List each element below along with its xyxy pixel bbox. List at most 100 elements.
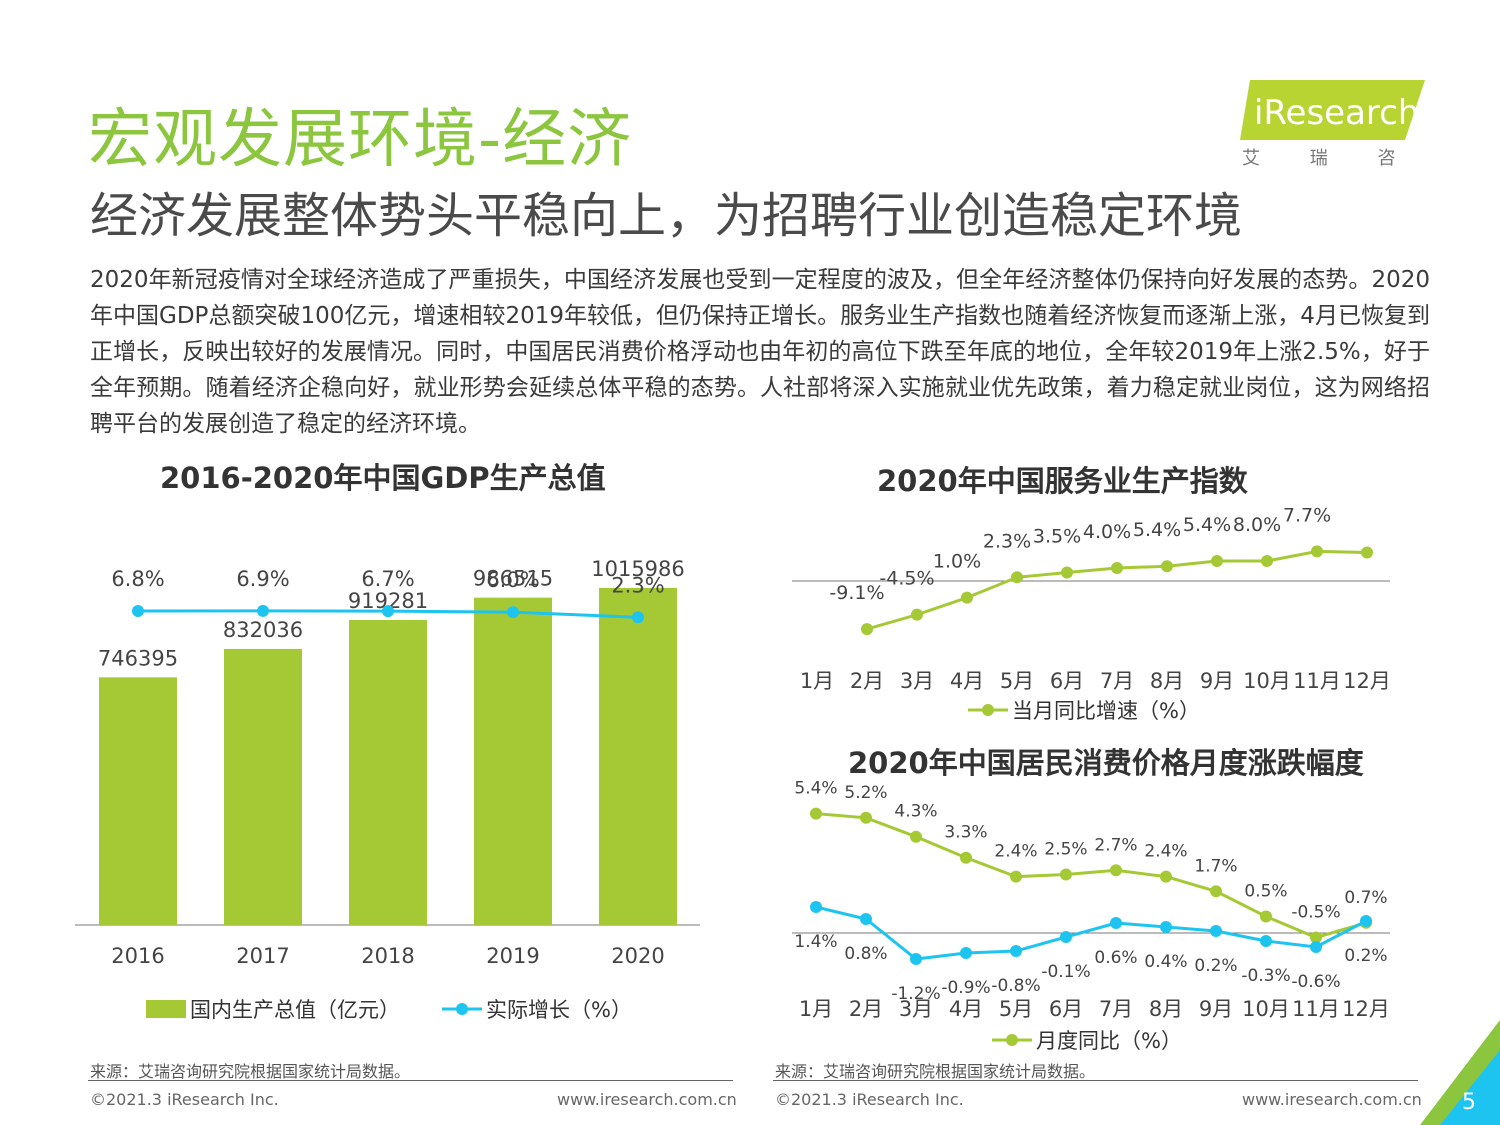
gdp-bar xyxy=(599,587,677,925)
service-x-tick: 6月 xyxy=(1050,669,1084,693)
cpi-green-point xyxy=(1210,885,1222,898)
service-data-label: 5.4% xyxy=(1133,519,1181,541)
page-subtitle: 经济发展整体势头平稳向上，为招聘行业创造稳定环境 xyxy=(90,188,1243,244)
gdp-bar-label: 746395 xyxy=(98,646,178,670)
cpi-x-tick: 1月 xyxy=(799,997,833,1021)
cpi-cyan-data-label: -1.2% xyxy=(891,984,940,1004)
cpi-green-data-label: 2.4% xyxy=(994,842,1037,862)
cpi-cyan-data-label: 0.6% xyxy=(1094,948,1137,968)
page-number: 5 xyxy=(1462,1090,1476,1115)
cpi-green-point xyxy=(1060,868,1072,881)
website-link-left[interactable]: www.iresearch.com.cn xyxy=(557,1090,737,1109)
cpi-cyan-data-label: -0.8% xyxy=(991,976,1040,996)
gdp-growth-point xyxy=(132,605,144,617)
service-point xyxy=(1011,571,1023,584)
copyright-right: ©2021.3 iResearch Inc. xyxy=(775,1090,964,1109)
service-point xyxy=(911,608,923,621)
service-point xyxy=(961,591,973,604)
gdp-growth-point xyxy=(507,606,519,619)
cpi-cyan-point xyxy=(810,901,822,913)
cpi-cyan-point xyxy=(1260,935,1272,947)
gdp-growth-label: 6.0% xyxy=(486,568,539,592)
gdp-growth-label: 6.7% xyxy=(361,567,414,591)
legend-marker-service xyxy=(982,704,994,716)
service-point xyxy=(1211,555,1223,568)
gdp-growth-point xyxy=(632,611,644,624)
cpi-cyan-point xyxy=(1310,941,1322,953)
cpi-chart: 1月 2月 3月 4月 5月 6月 7月 8月 9月 10月 11月 12月 5.4% 5.2% 4.3% 3… xyxy=(792,779,1390,1053)
service-x-tick: 2月 xyxy=(850,669,884,693)
gdp-x-tick: 2020 xyxy=(611,944,664,968)
cpi-x-tick: 7月 xyxy=(1099,997,1133,1021)
service-data-label: -9.1% xyxy=(829,582,884,604)
service-x-tick: 10月 xyxy=(1243,669,1291,693)
legend-label-growth: 实际增长（%） xyxy=(486,998,632,1022)
gdp-bar xyxy=(474,597,552,925)
service-chart-title: 2020年中国服务业生产指数 xyxy=(877,464,1248,498)
service-point xyxy=(1111,562,1123,575)
cpi-chart-title: 2020年中国居民消费价格月度涨跌幅度 xyxy=(848,746,1364,780)
gdp-x-tick: 2019 xyxy=(486,944,539,968)
cpi-green-data-label: 4.3% xyxy=(894,802,937,822)
gdp-x-tick: 2017 xyxy=(236,944,289,968)
cpi-green-point xyxy=(1260,910,1272,923)
service-index-chart: 1月 2月 -9.1% 3月 -4.5% 4月 1.0% 5月 2.3% 6月 3.5% 7月 4.0%… xyxy=(792,504,1391,723)
cpi-green-data-label: -0.5% xyxy=(1291,903,1340,923)
cpi-green-data-label: 3.3% xyxy=(944,823,987,843)
gdp-bar xyxy=(349,619,427,925)
cpi-green-point xyxy=(1310,931,1322,944)
footer-divider-left xyxy=(88,1080,733,1081)
service-data-label: -4.5% xyxy=(879,568,934,590)
cpi-cyan-data-label: -0.9% xyxy=(941,978,990,998)
cpi-x-tick: 8月 xyxy=(1149,997,1183,1021)
legend-swatch-gdp xyxy=(146,1000,186,1018)
website-link-right[interactable]: www.iresearch.com.cn xyxy=(1242,1090,1422,1109)
cpi-cyan-point xyxy=(860,913,872,925)
service-data-label: 2.3% xyxy=(983,530,1031,552)
cpi-x-tick: 11月 xyxy=(1292,997,1340,1021)
page-title: 宏观发展环境-经济 xyxy=(88,103,633,177)
cpi-cyan-data-label: 0.8% xyxy=(844,944,887,964)
cpi-green-data-label: 0.5% xyxy=(1244,882,1287,902)
service-x-tick: 1月 xyxy=(800,669,834,693)
cpi-cyan-data-label: 0.4% xyxy=(1144,952,1187,972)
gdp-chart: 74639520166.8%83203620176.9%91928120186.… xyxy=(75,557,700,1022)
cpi-cyan-point xyxy=(910,953,922,965)
cpi-green-point xyxy=(1160,870,1172,883)
logo-subtext: 艾 瑞 咨 询 xyxy=(1242,148,1430,169)
cpi-green-line xyxy=(815,812,1367,940)
gdp-growth-point xyxy=(257,604,269,617)
cpi-x-tick: 12月 xyxy=(1342,997,1390,1021)
cpi-cyan-point xyxy=(1060,931,1072,943)
gdp-x-tick: 2018 xyxy=(361,944,414,968)
cpi-x-tick: 6月 xyxy=(1049,997,1083,1021)
service-point xyxy=(1311,545,1323,558)
cpi-cyan-data-label: -0.1% xyxy=(1041,962,1090,982)
cpi-green-point xyxy=(860,811,872,824)
legend-label-gdp: 国内生产总值（亿元） xyxy=(190,998,400,1022)
cpi-cyan-point xyxy=(1360,915,1372,927)
cpi-green-data-label: 5.4% xyxy=(794,779,837,799)
gdp-growth-point xyxy=(382,605,394,618)
service-x-tick: 4月 xyxy=(950,669,984,693)
service-data-label: 7.7% xyxy=(1283,504,1331,526)
cpi-green-data-label: 5.2% xyxy=(844,783,887,803)
gdp-growth-label: 6.9% xyxy=(236,567,289,591)
cpi-cyan-point xyxy=(1210,925,1222,937)
cpi-green-point xyxy=(960,851,972,864)
corner-decoration xyxy=(1420,1020,1500,1125)
service-data-label: 8.0% xyxy=(1233,514,1281,536)
gdp-growth-label: 2.3% xyxy=(611,573,664,597)
source-note-right: 来源：艾瑞咨询研究院根据国家统计局数据。 xyxy=(775,1062,1096,1081)
service-x-tick: 7月 xyxy=(1100,669,1134,693)
cpi-green-data-label: 0.7% xyxy=(1344,888,1387,908)
cpi-cyan-data-label: 1.4% xyxy=(794,932,837,952)
source-note-left: 来源：艾瑞咨询研究院根据国家统计局数据。 xyxy=(90,1062,411,1081)
cpi-cyan-line xyxy=(815,905,1367,961)
cpi-x-tick: 3月 xyxy=(899,997,933,1021)
service-x-tick: 8月 xyxy=(1150,669,1184,693)
gdp-bar-label: 986515 xyxy=(473,567,553,591)
service-x-tick: 9月 xyxy=(1200,669,1234,693)
service-point xyxy=(861,623,873,636)
footer-divider-right xyxy=(773,1080,1418,1081)
